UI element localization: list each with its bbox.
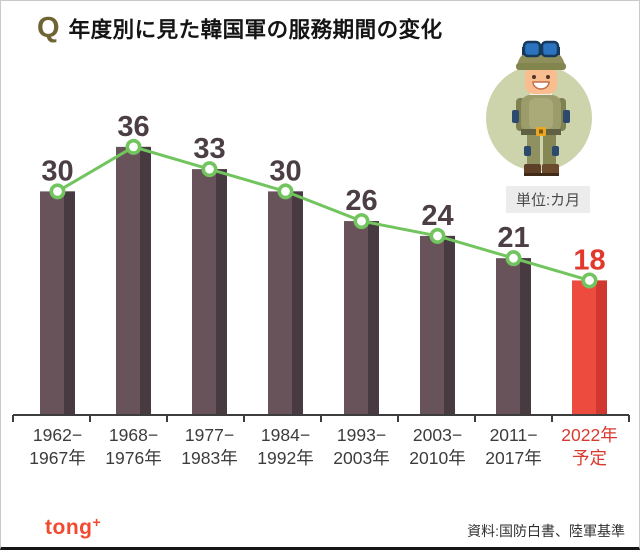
trend-marker [277, 183, 294, 200]
category-label: 1992年 [257, 448, 313, 468]
value-label: 36 [117, 111, 149, 143]
soldier-smile [532, 81, 550, 90]
category-label: 2010年 [409, 448, 465, 468]
chart-area: 30 36 33 30 26 24 21 18 1962− 1967年 1968− 1976年 1977… [1, 101, 639, 481]
service-period-chart: 30 36 33 30 26 24 21 18 1962− 1967年 1968− 1976年 1977… [12, 111, 630, 468]
category-label: 予定 [572, 448, 607, 468]
soldier-goggles-left-lens [522, 40, 542, 58]
trend-marker [581, 272, 598, 289]
soldier-right-eye [546, 75, 550, 79]
trend-marker [125, 138, 142, 155]
soldier-boot-soles [524, 173, 559, 176]
trend-marker [353, 213, 370, 230]
soldier-face [525, 66, 557, 94]
soldier-belt-buckle-inner [539, 129, 543, 134]
soldier-left-knee-strap [524, 146, 531, 156]
soldier-left-hip-pouch [512, 110, 519, 123]
soldier-right-knee-strap [552, 146, 559, 156]
bar-shade [368, 221, 379, 414]
category-label: 2022年 [561, 425, 617, 445]
soldier-left-leg [527, 134, 540, 167]
soldier-right-hip-pouch [563, 110, 570, 123]
trend-marker [505, 250, 522, 267]
header: Q 年度別に見た韓国軍の服務期間の変化 [37, 13, 443, 44]
trend-marker [429, 227, 446, 244]
value-label: 30 [41, 155, 73, 187]
category-label: 2017年 [485, 448, 541, 468]
source-text: 資料:国防白書、陸軍基準 [467, 523, 625, 539]
bar-shade [140, 146, 151, 414]
category-label: 2003− [413, 425, 462, 445]
soldier-illustration [486, 40, 592, 176]
category-label: 1967年 [29, 448, 85, 468]
trend-line [56, 145, 590, 282]
page-title: 年度別に見た韓国軍の服務期間の変化 [68, 18, 443, 42]
soldier-chest-plate [529, 98, 553, 130]
bar-shade [520, 258, 531, 414]
category-label: 1976年 [105, 448, 161, 468]
value-label: 18 [573, 244, 605, 276]
value-label: 21 [497, 222, 529, 254]
soldier-helmet-brim [516, 63, 566, 70]
category-label: 1977− [185, 425, 234, 445]
category-label: 1983年 [181, 448, 237, 468]
category-label: 1984− [261, 425, 310, 445]
tong-logo: tong+ [45, 514, 101, 540]
soldier-goggles-right-lens [540, 40, 560, 58]
bar-shade [64, 191, 75, 414]
soldier-left-eye [532, 75, 536, 79]
unit-badge-label: 単位:カ月 [516, 192, 581, 209]
value-label: 33 [193, 133, 225, 165]
bar-shade [596, 280, 607, 414]
bar-shade [292, 191, 303, 414]
value-label: 24 [421, 200, 453, 232]
trend-marker [201, 161, 218, 178]
q-mark-icon: Q [37, 12, 60, 44]
category-label: 1962− [33, 425, 82, 445]
trend-marker [49, 183, 66, 200]
category-label: 1968− [109, 425, 158, 445]
category-label: 1993− [337, 425, 386, 445]
bar-shade [444, 235, 455, 414]
bar-shade [216, 169, 227, 414]
tong-logo-text: tong [45, 516, 93, 539]
value-label: 26 [345, 185, 377, 217]
unit-badge: 単位:カ月 [506, 186, 591, 213]
soldier-right-leg [543, 134, 556, 167]
value-label: 30 [269, 155, 301, 187]
tong-logo-plus: + [92, 514, 102, 530]
category-label: 2011− [490, 425, 538, 445]
category-label: 2003年 [333, 448, 389, 468]
